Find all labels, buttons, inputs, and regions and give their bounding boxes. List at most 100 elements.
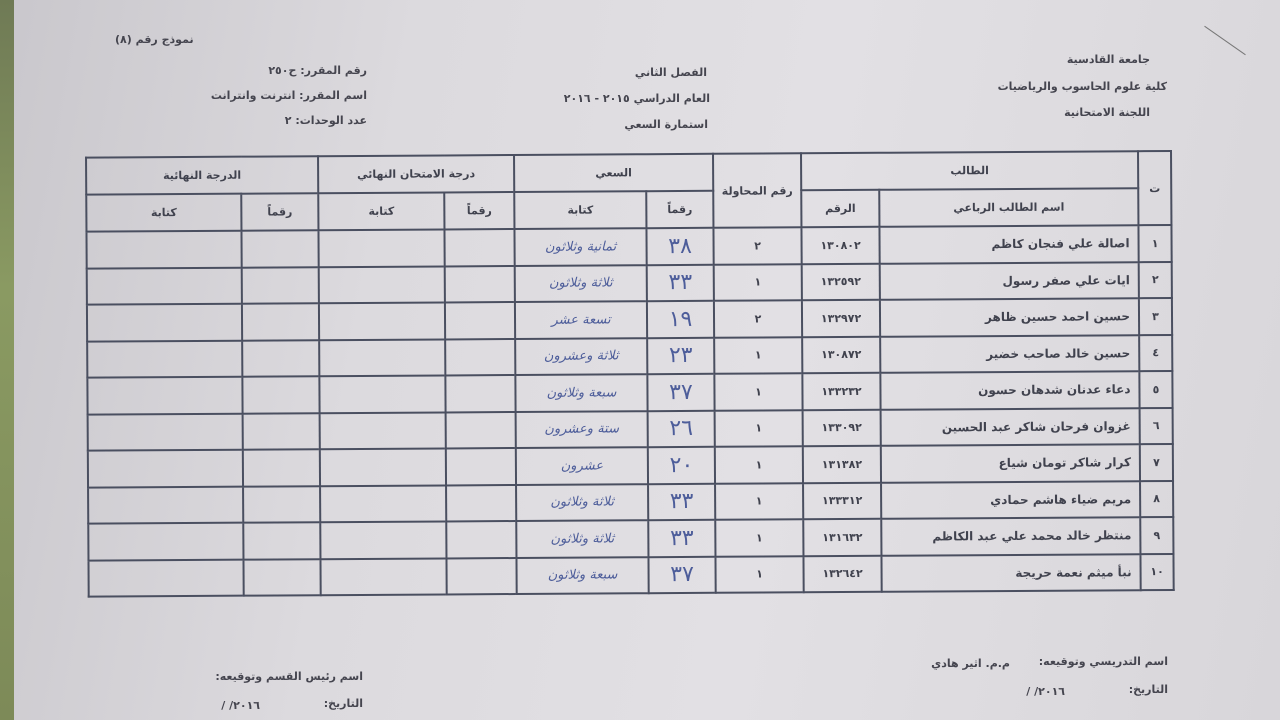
header-effort: السعي [514, 153, 714, 193]
exam-words [319, 448, 447, 486]
committee-name: اللجنة الامتحانية [1064, 106, 1150, 119]
student-number: ١٣٠٨٠٢ [801, 226, 880, 264]
attempt-number: ١ [715, 555, 804, 593]
exam-digits [446, 557, 517, 595]
student-name: غزوان فرحان شاكر عبد الحسين [880, 407, 1140, 446]
header-number: الرقم [801, 189, 880, 228]
final-words [88, 522, 244, 561]
final-digits [241, 266, 319, 304]
final-words [87, 376, 243, 415]
pen-mark [1204, 25, 1246, 56]
row-index: ١٠ [1140, 553, 1174, 591]
final-digits [242, 376, 320, 414]
final-digits [241, 230, 319, 268]
row-index: ٩ [1140, 516, 1174, 554]
final-digits [242, 449, 321, 487]
student-name: حسين احمد حسين ظاهر [879, 298, 1140, 337]
header-final-exam: درجة الامتحان النهائي [318, 155, 515, 194]
student-name: اصالة علي فنجان كاظم [879, 225, 1139, 264]
student-number: ١٣٢٥٩٢ [801, 263, 880, 301]
header-exam-digits: رقماً [444, 192, 515, 230]
effort-digits: ٣٣ [646, 264, 714, 302]
exam-words [319, 375, 446, 413]
row-index: ٥ [1139, 371, 1173, 408]
form-title: استمارة السعي [624, 118, 708, 131]
exam-words [319, 338, 446, 377]
attempt-number: ١ [714, 446, 804, 484]
instructor-name: م.م. اثير هادي [931, 657, 1010, 670]
effort-words: تسعة عشر [514, 301, 648, 339]
exam-digits [445, 375, 516, 412]
exam-words [320, 557, 447, 596]
header-final-digits: رقماً [241, 193, 319, 231]
effort-digits: ٣٨ [646, 227, 714, 265]
exam-words [318, 302, 446, 340]
department-head-label: اسم رئيس القسم وتوقيعه: [215, 670, 363, 683]
row-index: ٧ [1139, 444, 1174, 481]
exam-digits [445, 448, 517, 485]
final-words [86, 267, 242, 305]
header-final-words: كتابة [86, 193, 242, 232]
final-words [87, 449, 244, 488]
final-digits [241, 303, 320, 341]
header-final-grade: الدرجة النهائية [86, 156, 319, 195]
attempt-number: ١ [714, 409, 803, 447]
final-digits [243, 485, 321, 523]
header-name: اسم الطالب الرباعي [879, 188, 1139, 227]
row-index: ١ [1138, 225, 1172, 262]
student-number: ١٣٠٨٧٢ [802, 336, 881, 374]
department-head-date-label: التاريخ: [323, 697, 363, 710]
final-words [88, 559, 244, 597]
student-name: منتظر خالد محمد علي عبد الكاظم [881, 517, 1141, 556]
header-effort-digits: رقماً [646, 190, 714, 229]
student-name: حسين خالد صاحب خضير [880, 334, 1140, 373]
effort-words: ثمانية وثلاثون [514, 228, 647, 266]
exam-words [319, 411, 446, 450]
final-words [86, 230, 242, 269]
exam-digits [444, 265, 515, 303]
student-number: ١٣٣٠٩٢ [802, 409, 881, 447]
exam-digits [446, 484, 517, 522]
effort-digits: ٣٧ [647, 373, 715, 411]
student-number: ١٣٣٣١٢ [803, 482, 882, 520]
effort-digits: ١٩ [646, 300, 715, 338]
effort-words: سبعة وثلاثون [516, 556, 649, 595]
effort-digits: ٣٣ [648, 519, 716, 557]
header-effort-words: كتابة [514, 191, 647, 230]
attempt-number: ١ [714, 336, 803, 374]
final-words [88, 486, 244, 524]
exam-digits [445, 411, 516, 449]
grades-table: ت الطالب رقم المحاولة السعي درجة الامتحا… [85, 150, 1175, 598]
exam-words [320, 484, 447, 523]
final-digits [243, 558, 321, 596]
student-number: ١٣١٣٨٢ [802, 445, 882, 483]
attempt-number: ١ [715, 482, 804, 520]
instructor-date-label: التاريخ: [1128, 683, 1168, 696]
final-digits [243, 522, 321, 560]
effort-words: ستة وعشرون [515, 410, 648, 449]
student-number: ١٣٢٦٤٢ [803, 555, 882, 593]
student-name: كرار شاكر تومان شياع [880, 444, 1141, 483]
row-index: ٨ [1140, 480, 1174, 518]
attempt-number: ١ [713, 263, 802, 301]
exam-words [318, 229, 445, 267]
effort-words: ثلاثة وعشرون [515, 337, 648, 376]
background-leaf [0, 0, 14, 720]
effort-digits: ٣٧ [648, 556, 716, 594]
attempt-number: ٢ [713, 300, 803, 338]
attempt-number: ١ [715, 519, 804, 557]
final-digits [242, 339, 320, 377]
instructor-date: / /٢٠١٦ [1026, 685, 1065, 698]
header-attempt: رقم المحاولة [713, 153, 802, 228]
table-row: ١٠ نبأ ميثم نعمة حريجة ١٣٢٦٤٢ ١ ٣٧ سبعة وثلاث… [88, 553, 1174, 597]
row-index: ٤ [1139, 334, 1173, 372]
effort-digits: ٢٦ [647, 410, 715, 448]
effort-digits: ٢٣ [647, 337, 715, 375]
department-head-date: / /٢٠١٦ [221, 699, 260, 712]
student-number: ١٣٢٩٧٢ [801, 299, 881, 337]
effort-words: ثلاثة وثلاثون [516, 483, 649, 522]
final-words [86, 303, 243, 342]
row-index: ٦ [1139, 407, 1173, 445]
instructor-label: اسم التدريسي وتوقيعه: [1038, 655, 1168, 668]
form-number: نموذج رقم (٨) [115, 33, 194, 46]
